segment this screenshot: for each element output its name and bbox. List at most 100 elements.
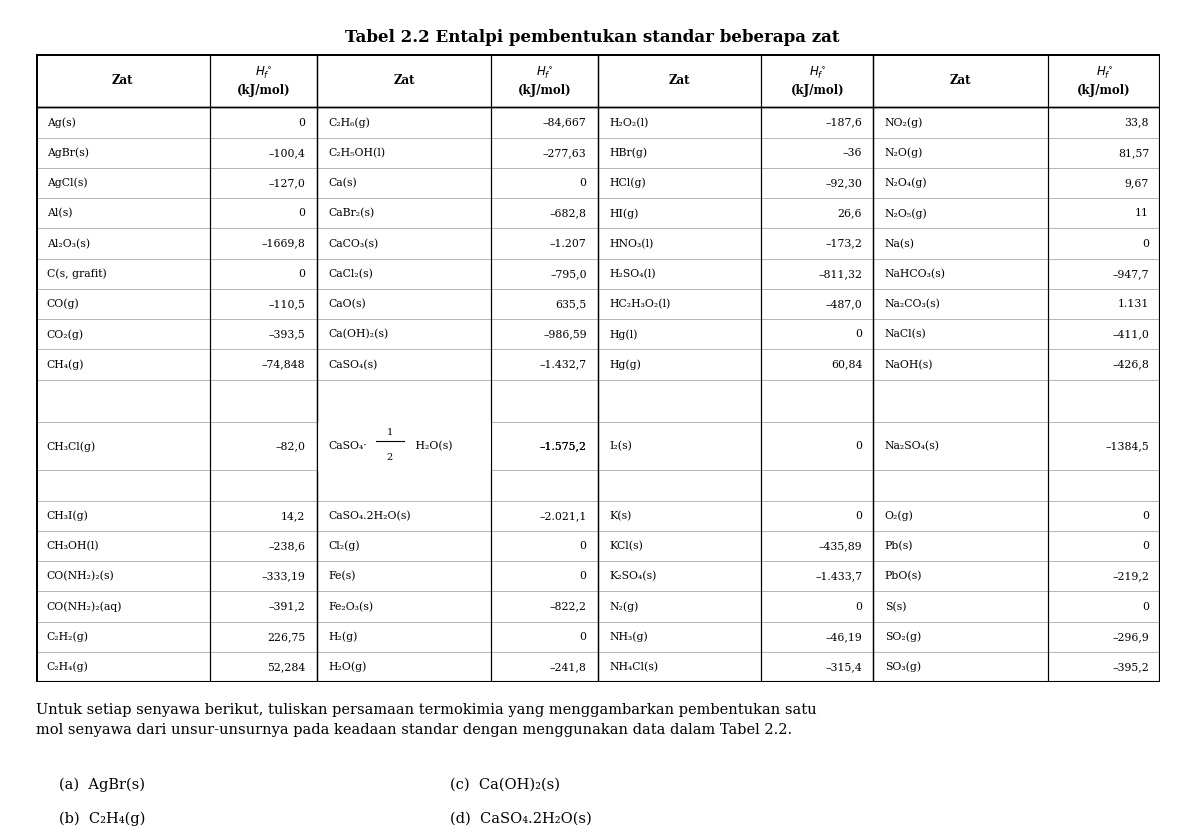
Text: C(s, grafit): C(s, grafit): [46, 269, 107, 279]
Text: 60,84: 60,84: [831, 359, 862, 369]
Text: 2: 2: [387, 453, 393, 462]
Text: –241,8: –241,8: [549, 662, 586, 672]
Text: C₂H₄(g): C₂H₄(g): [46, 661, 89, 672]
Text: 0: 0: [580, 631, 586, 641]
Text: 0: 0: [855, 441, 862, 451]
Text: HNO₃(l): HNO₃(l): [610, 239, 654, 249]
Text: Zat: Zat: [112, 74, 134, 87]
Text: 0: 0: [1143, 541, 1148, 551]
Text: –46,19: –46,19: [825, 631, 862, 641]
Text: –795,0: –795,0: [551, 269, 586, 279]
Text: CO(NH₂)₂(aq): CO(NH₂)₂(aq): [46, 602, 122, 612]
Text: AgBr(s): AgBr(s): [46, 147, 89, 158]
Text: 26,6: 26,6: [838, 208, 862, 218]
Text: (d)  CaSO₄.2H₂O(s): (d) CaSO₄.2H₂O(s): [450, 811, 592, 825]
Text: –84,667: –84,667: [543, 117, 586, 127]
Text: C₂H₅OH(l): C₂H₅OH(l): [328, 148, 385, 158]
Text: CH₃OH(l): CH₃OH(l): [46, 541, 99, 552]
Text: Ca(s): Ca(s): [328, 178, 356, 188]
Text: –92,30: –92,30: [825, 178, 862, 188]
Text: HBr(g): HBr(g): [610, 147, 648, 158]
Text: –822,2: –822,2: [549, 602, 586, 612]
Text: Al₂O₃(s): Al₂O₃(s): [46, 239, 90, 249]
Text: Fe(s): Fe(s): [328, 572, 355, 582]
Text: H₂O₂(l): H₂O₂(l): [610, 117, 649, 128]
Text: 0: 0: [298, 208, 305, 218]
Text: 11: 11: [1135, 208, 1148, 218]
Text: 0: 0: [855, 329, 862, 339]
Text: Pb(s): Pb(s): [884, 541, 913, 552]
Text: Cl₂(g): Cl₂(g): [328, 541, 360, 552]
Text: Tabel 2.2 Entalpi pembentukan standar beberapa zat: Tabel 2.2 Entalpi pembentukan standar be…: [345, 29, 839, 46]
Text: –682,8: –682,8: [549, 208, 586, 218]
Text: AgCl(s): AgCl(s): [46, 178, 88, 188]
Text: I₂(s): I₂(s): [610, 441, 632, 452]
Text: HC₂H₃O₂(l): HC₂H₃O₂(l): [610, 299, 670, 310]
Text: C₂H₂(g): C₂H₂(g): [46, 631, 89, 642]
Text: –219,2: –219,2: [1112, 572, 1148, 582]
Text: CH₃I(g): CH₃I(g): [46, 511, 89, 521]
Text: 9,67: 9,67: [1125, 178, 1148, 188]
Text: H₂(g): H₂(g): [328, 631, 358, 642]
Text: CaSO₄.2H₂O(s): CaSO₄.2H₂O(s): [328, 511, 411, 521]
Text: N₂O₅(g): N₂O₅(g): [884, 208, 927, 219]
Text: 81,57: 81,57: [1118, 148, 1148, 158]
Text: $H_f^\circ$
(kJ/mol): $H_f^\circ$ (kJ/mol): [237, 64, 290, 97]
Text: 0: 0: [298, 117, 305, 127]
Text: 635,5: 635,5: [555, 300, 586, 310]
Text: Na(s): Na(s): [884, 239, 915, 249]
Text: H₂O(g): H₂O(g): [328, 661, 366, 672]
Text: –100,4: –100,4: [269, 148, 305, 158]
Text: 0: 0: [1143, 511, 1148, 521]
Text: –1.575,2: –1.575,2: [540, 441, 586, 451]
Text: $H_f^\circ$
(kJ/mol): $H_f^\circ$ (kJ/mol): [1077, 64, 1131, 97]
Text: –426,8: –426,8: [1112, 359, 1148, 369]
Text: –173,2: –173,2: [825, 239, 862, 249]
Text: 0: 0: [1143, 602, 1148, 612]
Text: N₂(g): N₂(g): [610, 602, 638, 612]
FancyBboxPatch shape: [36, 54, 1160, 682]
Text: CO₂(g): CO₂(g): [46, 329, 84, 339]
Text: –435,89: –435,89: [818, 541, 862, 551]
Text: Ca(OH)₂(s): Ca(OH)₂(s): [328, 329, 388, 339]
Text: NH₃(g): NH₃(g): [610, 631, 648, 642]
Text: NaCl(s): NaCl(s): [884, 329, 927, 339]
Text: C₂H₆(g): C₂H₆(g): [328, 117, 369, 128]
Text: 0: 0: [855, 602, 862, 612]
Text: CaO(s): CaO(s): [328, 299, 366, 310]
Text: –947,7: –947,7: [1113, 269, 1148, 279]
Text: –487,0: –487,0: [825, 300, 862, 310]
Text: –1384,5: –1384,5: [1106, 441, 1148, 451]
Text: Hg(l): Hg(l): [610, 329, 638, 339]
Text: S(s): S(s): [884, 602, 906, 612]
Text: CO(g): CO(g): [46, 299, 79, 310]
Text: CH₄(g): CH₄(g): [46, 359, 84, 370]
Text: CaSO₄·½ H₂O(s): CaSO₄·½ H₂O(s): [328, 441, 418, 452]
Text: –2.021,1: –2.021,1: [539, 511, 586, 521]
Text: –391,2: –391,2: [269, 602, 305, 612]
Text: CaBr₂(s): CaBr₂(s): [328, 208, 374, 219]
Text: 1: 1: [387, 428, 393, 437]
Text: CaCl₂(s): CaCl₂(s): [328, 269, 373, 279]
Text: –395,2: –395,2: [1112, 662, 1148, 672]
Text: Fe₂O₃(s): Fe₂O₃(s): [328, 602, 373, 612]
Text: N₂O₄(g): N₂O₄(g): [884, 178, 927, 188]
Text: NO₂(g): NO₂(g): [884, 117, 924, 128]
Text: (c)  Ca(OH)₂(s): (c) Ca(OH)₂(s): [450, 778, 560, 792]
Text: –74,848: –74,848: [262, 359, 305, 369]
Text: PbO(s): PbO(s): [884, 572, 922, 582]
Text: Zat: Zat: [950, 74, 971, 87]
Text: 0: 0: [1143, 239, 1148, 249]
Text: –187,6: –187,6: [825, 117, 862, 127]
Text: 14,2: 14,2: [281, 511, 305, 521]
Text: NaOH(s): NaOH(s): [884, 359, 933, 369]
Text: SO₃(g): SO₃(g): [884, 661, 921, 672]
Text: 33,8: 33,8: [1125, 117, 1148, 127]
Text: –1.207: –1.207: [549, 239, 586, 249]
Text: –277,63: –277,63: [543, 148, 586, 158]
Text: $H_f^\circ$
(kJ/mol): $H_f^\circ$ (kJ/mol): [791, 64, 844, 97]
Text: –1669,8: –1669,8: [262, 239, 305, 249]
Text: CaCO₃(s): CaCO₃(s): [328, 239, 378, 249]
Text: Untuk setiap senyawa berikut, tuliskan persamaan termokimia yang menggambarkan p: Untuk setiap senyawa berikut, tuliskan p…: [36, 703, 816, 736]
Text: KCl(s): KCl(s): [610, 541, 643, 552]
